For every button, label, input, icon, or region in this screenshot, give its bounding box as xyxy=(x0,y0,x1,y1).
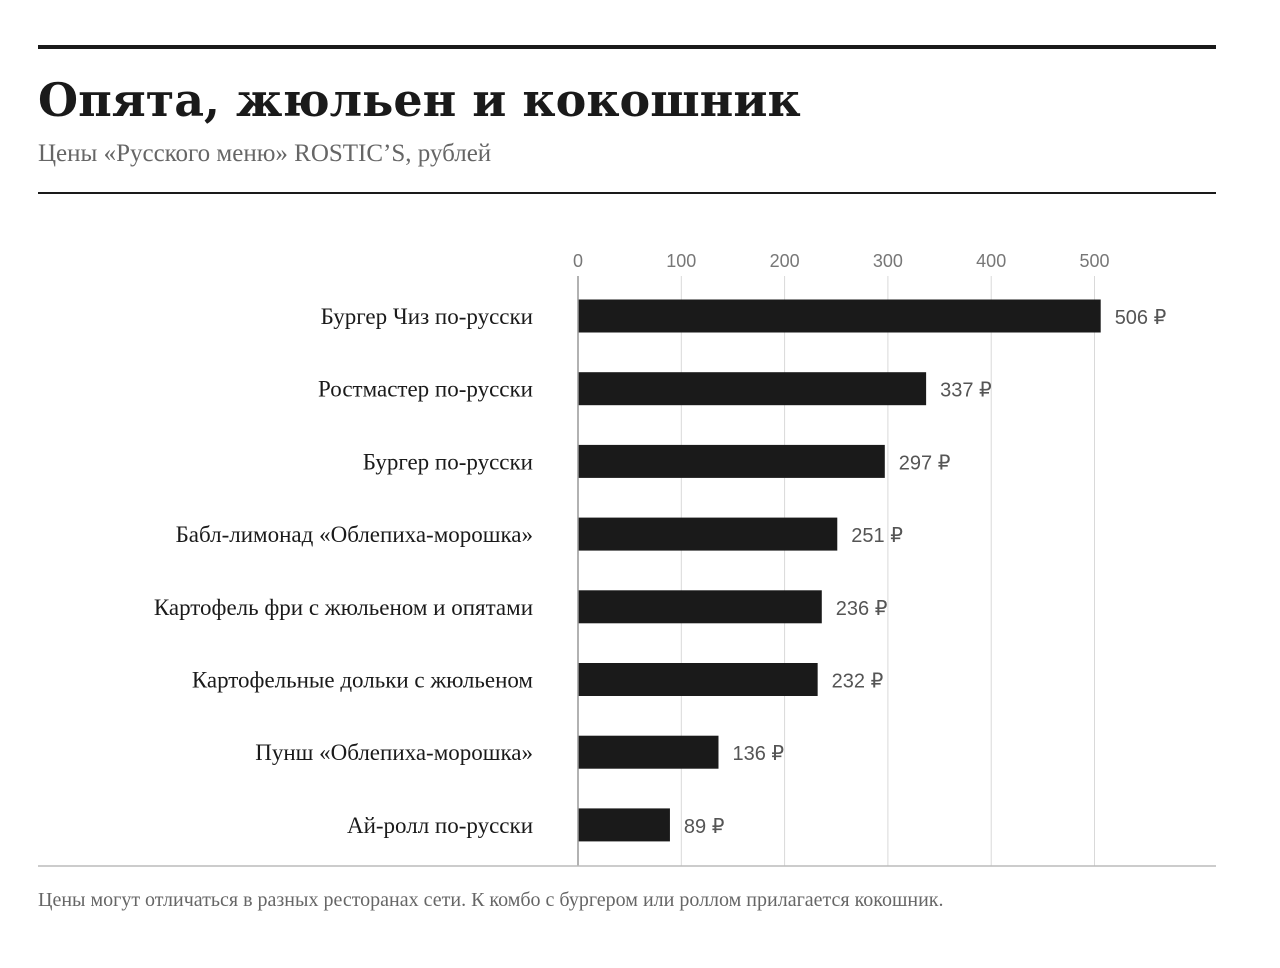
x-tick-label: 0 xyxy=(573,251,583,271)
bar xyxy=(578,517,838,551)
category-label: Пунш «Облепиха-морошка» xyxy=(255,740,533,765)
x-tick-label: 400 xyxy=(976,251,1006,271)
category-label: Картофель фри с жюльеном и опятами xyxy=(154,595,533,620)
x-tick-label: 500 xyxy=(1079,251,1109,271)
value-label: 136 ₽ xyxy=(732,743,784,765)
bar xyxy=(578,372,927,406)
bar xyxy=(578,808,670,842)
category-label: Бургер Чиз по-русски xyxy=(321,304,533,329)
chart-subtitle: Цены «Русского меню» ROSTIC’S, рублей xyxy=(38,140,492,167)
bar xyxy=(578,299,1101,333)
chart-footnote: Цены могут отличаться в разных ресторана… xyxy=(38,889,944,911)
bar xyxy=(578,663,818,696)
x-tick-label: 300 xyxy=(873,251,903,271)
category-label: Ай-ролл по-русски xyxy=(347,813,533,838)
value-label: 236 ₽ xyxy=(836,598,888,620)
x-tick-label: 200 xyxy=(770,251,800,271)
top-rule xyxy=(38,45,1216,49)
bar xyxy=(578,735,719,769)
header-rule xyxy=(38,192,1216,194)
category-label: Бургер по-русски xyxy=(363,449,533,474)
x-tick-label: 100 xyxy=(666,251,696,271)
value-label: 337 ₽ xyxy=(940,380,992,402)
category-label: Ростмастер по-русски xyxy=(318,377,533,402)
category-label: Бабл-лимонад «Облепиха-морошка» xyxy=(176,522,533,547)
value-label: 506 ₽ xyxy=(1115,307,1167,329)
category-label: Картофельные дольки с жюльеном xyxy=(192,668,534,693)
value-label: 89 ₽ xyxy=(684,816,725,838)
value-label: 232 ₽ xyxy=(832,671,884,693)
value-label: 251 ₽ xyxy=(851,525,903,547)
bar xyxy=(578,444,885,478)
bar xyxy=(578,590,822,624)
value-label: 297 ₽ xyxy=(899,452,951,474)
bar-chart: 0 100 200 300 400 500 Бургер Чиз по-русски 506… xyxy=(38,251,1216,867)
chart-title: Опята, жюльен и кокошник xyxy=(38,73,801,127)
